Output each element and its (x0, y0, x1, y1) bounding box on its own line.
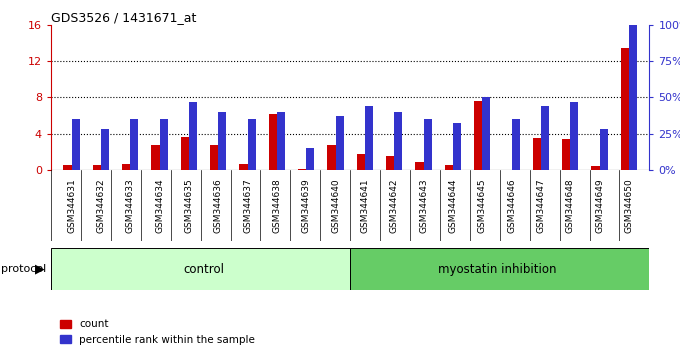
Text: GSM344634: GSM344634 (155, 178, 164, 233)
Bar (356, 154, 365, 170)
Text: GSM344648: GSM344648 (566, 178, 575, 233)
Bar (327, 144, 335, 170)
Text: GSM344639: GSM344639 (302, 178, 311, 233)
Bar (335, 116, 344, 170)
Bar (386, 156, 394, 170)
Bar (629, 25, 637, 170)
Bar (189, 102, 197, 170)
Text: GSM344647: GSM344647 (537, 178, 545, 233)
Text: GSM344637: GSM344637 (243, 178, 252, 233)
Text: GSM344636: GSM344636 (214, 178, 223, 233)
Text: myostatin inhibition: myostatin inhibition (438, 263, 556, 275)
Bar (541, 106, 549, 170)
Text: ▶: ▶ (35, 263, 45, 275)
Bar (474, 101, 482, 170)
Legend: count, percentile rank within the sample: count, percentile rank within the sample (56, 315, 259, 349)
Text: GSM344643: GSM344643 (419, 178, 428, 233)
Text: GSM344645: GSM344645 (477, 178, 487, 233)
Bar (92, 165, 101, 170)
Bar (63, 165, 71, 170)
Text: GSM344638: GSM344638 (273, 178, 282, 233)
Bar (181, 137, 189, 170)
Bar (101, 129, 109, 170)
Bar (482, 97, 490, 170)
Text: GSM344649: GSM344649 (595, 178, 604, 233)
Bar (210, 144, 218, 170)
Text: GSM344633: GSM344633 (126, 178, 135, 233)
Bar (218, 112, 226, 170)
Bar (621, 48, 629, 170)
Bar (394, 112, 403, 170)
Text: GSM344646: GSM344646 (507, 178, 516, 233)
Bar (365, 106, 373, 170)
Text: GSM344650: GSM344650 (624, 178, 633, 233)
Bar (239, 164, 248, 170)
Text: GSM344644: GSM344644 (448, 178, 458, 233)
Bar (532, 138, 541, 170)
Text: GSM344631: GSM344631 (67, 178, 76, 233)
Text: GSM344640: GSM344640 (331, 178, 340, 233)
Text: GSM344635: GSM344635 (184, 178, 193, 233)
Bar (248, 119, 256, 170)
Bar (562, 139, 571, 170)
Bar (130, 119, 139, 170)
Text: protocol: protocol (1, 264, 46, 274)
Text: GSM344642: GSM344642 (390, 178, 398, 233)
Bar (122, 164, 130, 170)
Text: GSM344632: GSM344632 (97, 178, 105, 233)
Bar (453, 124, 461, 170)
Bar (152, 144, 160, 170)
Bar (160, 119, 168, 170)
Bar (269, 114, 277, 170)
Bar (511, 119, 520, 170)
Bar (600, 129, 608, 170)
Bar (350, 248, 649, 290)
Text: GDS3526 / 1431671_at: GDS3526 / 1431671_at (51, 11, 197, 24)
Bar (571, 102, 579, 170)
Bar (306, 148, 314, 170)
Bar (415, 162, 424, 170)
Text: control: control (183, 263, 224, 275)
Text: GSM344641: GSM344641 (360, 178, 369, 233)
Bar (424, 119, 432, 170)
Bar (51, 248, 350, 290)
Bar (445, 165, 453, 170)
Bar (71, 119, 80, 170)
Bar (277, 112, 285, 170)
Bar (592, 166, 600, 170)
Bar (298, 169, 306, 170)
